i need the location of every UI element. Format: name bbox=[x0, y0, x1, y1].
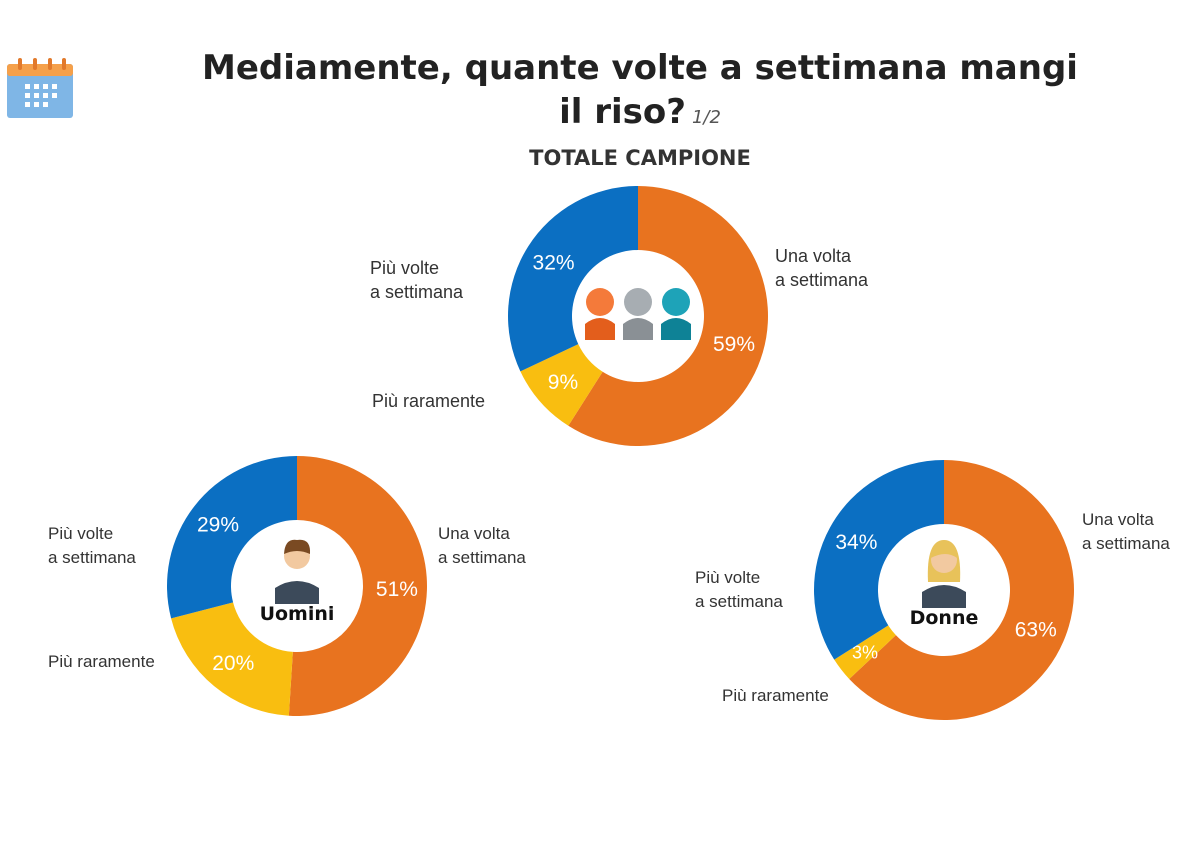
center-title-donne: Donne bbox=[910, 607, 979, 629]
people-group-icon bbox=[585, 288, 691, 340]
value-label-donne-piu-raramente: 3% bbox=[852, 642, 878, 662]
value-label-donne-una-volta: 63% bbox=[1015, 619, 1057, 642]
label-total-piu-raramente-text: Più raramente bbox=[372, 391, 486, 411]
label-donne-piu-volte: Più volte a settimana bbox=[695, 566, 783, 614]
label-uomini-piu-raramente-text: Più raramente bbox=[48, 652, 155, 671]
label-total-piu-raramente: Più raramente bbox=[372, 389, 485, 413]
value-label-total-piu-volte: 32% bbox=[533, 251, 575, 274]
label-total-piu-volte-text: Più volte a settimana bbox=[370, 258, 464, 302]
label-donne-piu-raramente-text: Più raramente bbox=[722, 686, 829, 705]
label-uomini-piu-volte: Più volte a settimana bbox=[48, 522, 136, 570]
slice-total-una-volta bbox=[568, 186, 768, 446]
value-label-uomini-piu-volte: 29% bbox=[197, 514, 239, 537]
label-donne-una-volta-text: Una volta a settimana bbox=[1082, 510, 1170, 553]
slice-total-piu-raramente bbox=[520, 344, 603, 426]
slice-uomini-piu-raramente bbox=[171, 602, 293, 716]
man-avatar-icon bbox=[275, 539, 319, 604]
slice-donne-piu-raramente bbox=[834, 625, 896, 679]
slice-donne-una-volta bbox=[849, 460, 1075, 720]
center-title-uomini: Uomini bbox=[260, 603, 335, 625]
slice-uomini-piu-volte bbox=[166, 456, 297, 619]
title-line-1: Mediamente, quante volte a settimana man… bbox=[202, 48, 1078, 88]
page-title: Mediamente, quante volte a settimana man… bbox=[170, 46, 1110, 140]
slice-donne-piu-volte bbox=[814, 460, 944, 660]
woman-avatar-icon bbox=[922, 540, 966, 608]
slice-uomini-una-volta bbox=[288, 456, 427, 716]
chart-title-totale: TOTALE CAMPIONE bbox=[529, 146, 751, 170]
label-donne-piu-volte-text: Più volte a settimana bbox=[695, 568, 783, 611]
title-line-2: il riso? bbox=[559, 92, 686, 132]
label-uomini-una-volta: Una volta a settimana bbox=[438, 522, 526, 570]
value-label-donne-piu-volte: 34% bbox=[835, 531, 877, 554]
label-donne-una-volta: Una volta a settimana bbox=[1082, 508, 1170, 556]
label-donne-piu-raramente: Più raramente bbox=[722, 684, 829, 708]
page-indicator: 1/2 bbox=[691, 107, 721, 128]
label-total-una-volta-text: Una volta a settimana bbox=[775, 246, 869, 290]
slice-total-piu-volte bbox=[507, 186, 638, 372]
label-uomini-una-volta-text: Una volta a settimana bbox=[438, 524, 526, 567]
label-uomini-piu-raramente: Più raramente bbox=[48, 650, 155, 674]
label-total-una-volta: Una volta a settimana bbox=[775, 244, 868, 292]
value-label-total-una-volta: 59% bbox=[713, 333, 755, 356]
value-label-uomini-piu-raramente: 20% bbox=[212, 652, 254, 675]
label-total-piu-volte: Più volte a settimana bbox=[370, 256, 463, 304]
value-label-total-piu-raramente: 9% bbox=[548, 371, 578, 394]
value-label-uomini-una-volta: 51% bbox=[376, 578, 418, 601]
label-uomini-piu-volte-text: Più volte a settimana bbox=[48, 524, 136, 567]
calendar-icon bbox=[7, 58, 73, 118]
